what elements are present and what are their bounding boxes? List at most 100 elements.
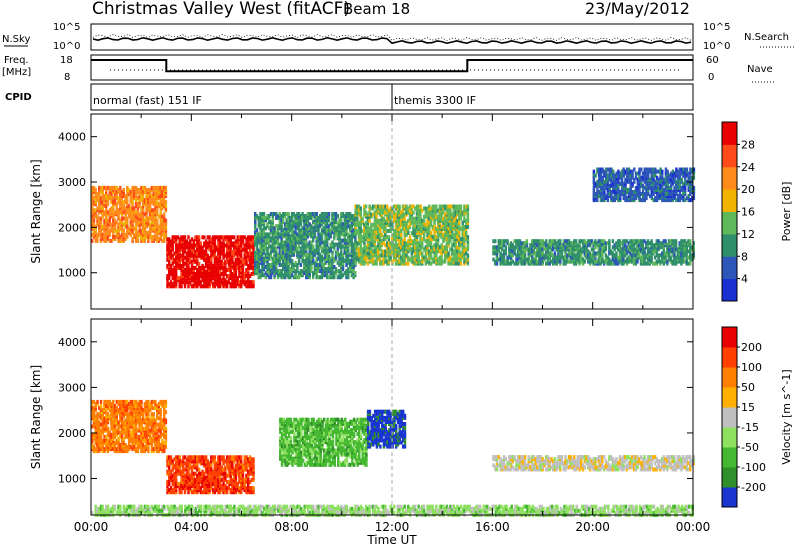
range-cell — [299, 263, 303, 267]
range-cell — [269, 267, 273, 272]
range-cell — [603, 190, 606, 194]
beam-label: Beam 18 — [343, 0, 410, 18]
range-cell — [183, 245, 187, 250]
range-cell — [312, 232, 315, 237]
range-cell — [164, 230, 168, 235]
range-cell — [182, 268, 185, 272]
range-cell — [278, 220, 281, 225]
range-cell — [687, 239, 690, 244]
range-cell — [350, 267, 353, 272]
range-cell — [331, 275, 334, 280]
range-cell — [250, 235, 253, 240]
range-cell — [557, 257, 560, 262]
cpid-segment-label: normal (fast) 151 IF — [93, 94, 202, 107]
range-cell — [240, 243, 243, 248]
range-cell — [363, 235, 366, 240]
range-cell — [290, 258, 294, 263]
range-cell — [449, 231, 452, 235]
range-cell — [405, 241, 408, 246]
range-cell — [280, 228, 283, 233]
range-cell — [180, 272, 183, 276]
range-cell — [495, 261, 499, 266]
range-cell — [150, 220, 154, 225]
range-cell — [250, 241, 253, 246]
range-cell — [276, 269, 280, 274]
range-cell — [187, 280, 190, 285]
range-cell — [229, 263, 232, 268]
range-cell — [499, 239, 502, 244]
range-cell — [238, 247, 241, 252]
range-cell — [569, 247, 572, 252]
range-cell — [308, 226, 311, 231]
range-cell — [338, 228, 341, 233]
range-cell — [509, 255, 513, 260]
range-cell — [431, 208, 434, 213]
range-cell — [511, 243, 514, 248]
range-cell — [189, 253, 192, 258]
range-cell — [410, 218, 413, 223]
range-cell — [625, 245, 629, 250]
range-cell — [215, 247, 218, 252]
range-cell — [320, 267, 324, 272]
range-cell — [426, 224, 429, 229]
range-cell — [243, 253, 246, 258]
range-cell — [664, 259, 667, 264]
range-cell — [429, 241, 433, 246]
range-cell — [380, 233, 384, 237]
range-cell — [218, 270, 222, 274]
range-cell — [403, 229, 406, 233]
range-cell — [673, 249, 676, 254]
range-cell — [566, 239, 569, 244]
range-cell — [171, 274, 174, 279]
range-cell — [236, 235, 239, 240]
range-cell — [168, 259, 171, 264]
range-cell — [327, 232, 331, 237]
range-cell — [352, 263, 355, 267]
range-cell — [101, 196, 104, 201]
range-cell — [290, 248, 294, 253]
range-cell — [646, 239, 650, 244]
range-cell — [343, 271, 346, 276]
range-cell — [678, 259, 681, 264]
range-cell — [143, 232, 147, 237]
range-cell — [350, 263, 353, 267]
range-cell — [428, 231, 431, 235]
range-cell — [126, 224, 129, 229]
range-cell — [182, 253, 185, 258]
range-cell — [643, 247, 646, 252]
range-cell — [403, 259, 406, 264]
range-cell — [428, 224, 431, 229]
range-cell — [225, 280, 229, 285]
range-cell — [255, 252, 259, 257]
range-cell — [150, 226, 154, 231]
range-cell — [660, 255, 664, 260]
range-cell — [408, 235, 412, 240]
range-cell — [366, 218, 370, 223]
range-cell — [629, 245, 632, 250]
range-cell — [417, 241, 420, 246]
range-cell — [183, 249, 187, 254]
range-cell — [680, 239, 683, 244]
range-cell — [431, 224, 434, 229]
range-cell — [150, 200, 154, 205]
range-cell — [613, 259, 616, 264]
range-cell — [140, 210, 143, 215]
range-cell — [129, 216, 132, 221]
range-cell — [129, 232, 132, 237]
range-cell — [393, 214, 396, 219]
range-cell — [283, 269, 287, 274]
range-cell — [261, 222, 264, 227]
range-cell — [541, 243, 544, 248]
range-cell — [294, 224, 297, 229]
range-cell — [299, 220, 303, 225]
range-cell — [196, 268, 199, 272]
range-cell — [359, 214, 362, 219]
range-cell — [622, 257, 625, 262]
range-cell — [629, 255, 632, 260]
range-cell — [197, 278, 201, 283]
range-cell — [250, 272, 253, 276]
range-cell — [461, 255, 464, 260]
range-cell — [290, 236, 294, 241]
range-cell — [259, 216, 262, 220]
range-cell — [539, 257, 543, 262]
